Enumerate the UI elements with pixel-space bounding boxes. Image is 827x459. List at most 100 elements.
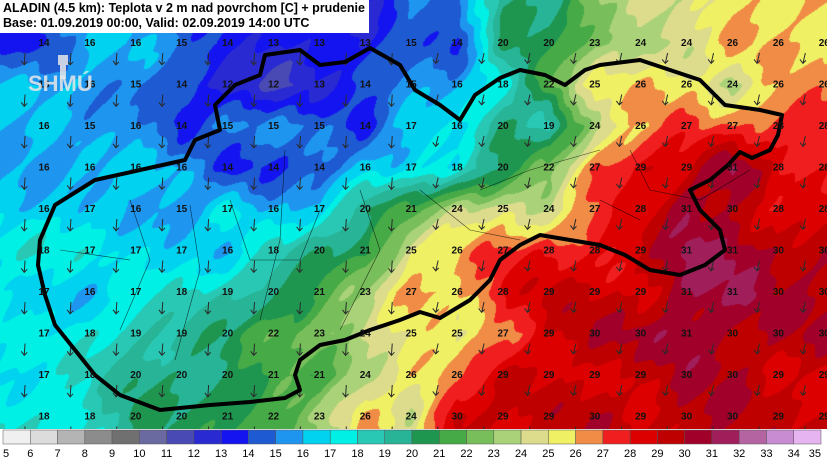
colorbar-label: 30: [679, 448, 691, 459]
temperature-value: 31: [681, 204, 693, 215]
temperature-value: 14: [38, 38, 50, 49]
temperature-value: 25: [497, 204, 509, 215]
wind-arrow: [388, 384, 395, 398]
wind-arrow: [661, 260, 669, 272]
wind-arrow: [204, 260, 212, 274]
temperature-value: 12: [268, 80, 280, 91]
temperature-value: 24: [406, 412, 418, 423]
wind-arrow: [799, 177, 807, 189]
colorbar-label: 31: [706, 448, 718, 459]
wind-arrow: [753, 384, 761, 397]
wind-arrow: [753, 52, 761, 65]
temperature-value: 30: [452, 412, 464, 423]
temperature-value: 28: [543, 246, 555, 257]
temperature-value: 13: [314, 80, 326, 91]
wind-arrow: [661, 177, 669, 189]
temperature-map: [0, 0, 827, 429]
temperature-value: 26: [681, 80, 693, 91]
wind-arrow: [615, 301, 623, 314]
colorbar-swatch: [193, 429, 222, 445]
wind-arrow: [524, 218, 531, 231]
wind-arrow: [524, 343, 531, 355]
temperature-value: 13: [314, 38, 326, 49]
temperature-value: 13: [360, 38, 372, 49]
wind-arrow: [707, 343, 715, 355]
temperature-value: 30: [727, 204, 739, 215]
temperature-value: 28: [773, 204, 785, 215]
wind-arrow: [296, 94, 303, 108]
temperature-value: 18: [268, 246, 280, 257]
colorbar-swatch: [220, 429, 249, 445]
colorbar-swatch: [139, 429, 167, 445]
wind-arrow: [250, 260, 258, 274]
colorbar-label: 7: [54, 448, 60, 459]
temperature-value: 19: [543, 121, 555, 132]
colorbar-swatch: [684, 429, 713, 445]
danube-river: [119, 394, 286, 411]
wind-arrow: [661, 343, 669, 355]
temperature-value: 22: [268, 412, 280, 423]
wind-arrow: [20, 177, 28, 191]
wind-arrow: [753, 177, 761, 189]
wind-arrow: [615, 218, 623, 231]
wind-arrow: [162, 426, 164, 429]
wind-arrow: [753, 218, 761, 231]
temperature-value: 29: [497, 412, 509, 423]
wind-arrow: [799, 94, 807, 106]
colorbar-swatch: [766, 429, 794, 445]
wind-arrow: [707, 94, 715, 106]
wind-arrow: [574, 426, 577, 429]
temperature-value: 31: [727, 163, 739, 174]
wind-arrow: [391, 426, 393, 429]
temperature-value: 31: [681, 287, 693, 298]
temperature-value: 24: [589, 121, 601, 132]
temperature-value: 17: [406, 163, 418, 174]
temperature-value: 28: [819, 163, 827, 174]
wind-arrow: [437, 426, 439, 429]
wind-arrow: [204, 384, 212, 398]
temperature-value: 26: [452, 287, 464, 298]
temperature-value: 15: [314, 121, 326, 132]
wind-arrow: [296, 218, 303, 232]
wind-arrow: [666, 426, 669, 429]
colorbar-label: 27: [597, 448, 609, 459]
colorbar-label: 8: [82, 448, 88, 459]
temperature-value: 24: [543, 204, 555, 215]
temperature-value: 24: [727, 80, 739, 91]
colorbar: 5 6 7 8 9 10 11 12 13 14 15 16 17 18 19 20 21 22 23 24 25 26 2…: [2, 429, 822, 459]
temperature-value: 14: [360, 80, 372, 91]
colorbar-swatch: [84, 429, 113, 445]
wind-arrow: [707, 135, 715, 148]
title-line1: ALADIN (4.5 km): Teplota v 2 m nad povrc…: [3, 1, 365, 15]
wind-arrow: [799, 135, 807, 148]
temperature-value: 20: [130, 370, 142, 381]
temperature-value: 29: [543, 329, 555, 340]
colorbar-label: 12: [188, 448, 200, 459]
wind-arrow: [20, 218, 28, 232]
wind-arrow: [158, 343, 166, 357]
wind-arrow: [250, 218, 258, 232]
temperature-value: 15: [268, 121, 280, 132]
wind-arrow: [296, 260, 303, 274]
wind-arrow: [432, 301, 440, 314]
temperature-value: 25: [406, 329, 418, 340]
wind-arrow: [66, 135, 74, 149]
temperature-value: 16: [38, 163, 50, 174]
temperature-value: 16: [130, 38, 142, 49]
wind-arrow: [524, 260, 531, 272]
colorbar-swatch: [575, 429, 604, 445]
wind-arrow: [342, 301, 349, 315]
temperature-value: 29: [543, 287, 555, 298]
wind-arrow: [758, 426, 760, 429]
temperature-value: 23: [314, 412, 326, 423]
temperature-value: 18: [84, 370, 96, 381]
colorbar-swatch: [657, 429, 685, 445]
wind-arrow: [342, 94, 349, 108]
temperature-value: 24: [360, 329, 372, 340]
temperature-value: 30: [635, 329, 647, 340]
temperature-value: 26: [773, 80, 785, 91]
wind-arrow: [158, 260, 166, 274]
temperature-value: 16: [38, 121, 50, 132]
temperature-value: 31: [681, 329, 693, 340]
temperature-value: 18: [497, 80, 509, 91]
